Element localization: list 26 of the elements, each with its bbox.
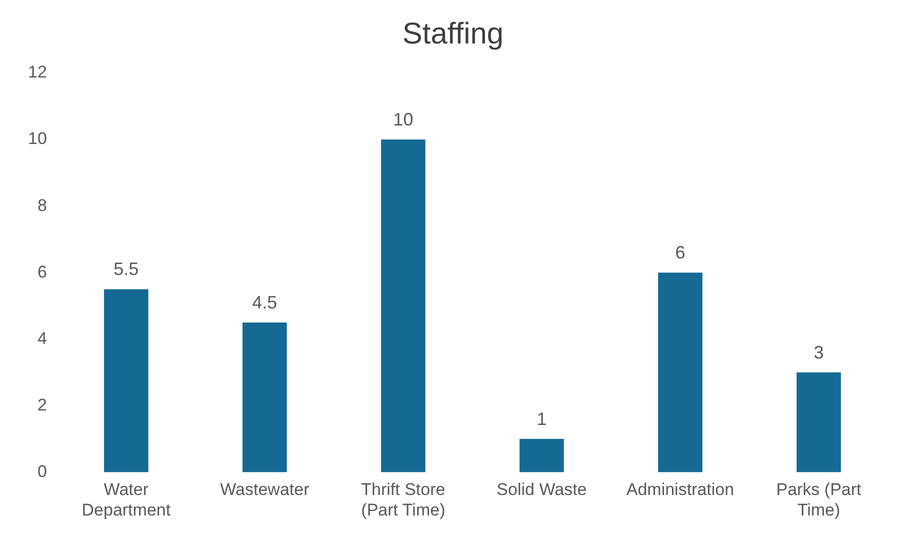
y-tick-label: 8 [37,196,47,215]
bar [104,289,148,472]
data-label: 4.5 [252,292,278,312]
y-tick-label: 12 [28,62,47,82]
bar [796,372,841,472]
data-label: 3 [814,342,824,362]
x-tick-label: Parks (Part Time) [776,480,862,520]
y-tick-label: 6 [37,262,47,282]
y-tick-label: 10 [28,129,47,148]
x-tick-label: Wastewater [220,480,310,500]
x-tick-label: Administration [626,480,734,500]
y-tick-label: 0 [37,462,47,481]
bar [381,140,426,472]
chart-title: Staffing [402,17,504,50]
x-tick-label: Water Department [82,480,171,520]
y-tick-label: 4 [37,328,47,348]
data-label: 10 [393,110,414,130]
bar [658,272,702,472]
data-label: 6 [675,242,686,263]
data-label: 1 [536,408,547,429]
bar [242,322,287,472]
bar [520,438,564,472]
x-tick-label: Thrift Store (Part Time) [361,480,446,520]
x-tick-label: Solid Waste [496,480,587,500]
y-tick-label: 2 [37,395,47,414]
data-label: 5.5 [114,259,139,280]
